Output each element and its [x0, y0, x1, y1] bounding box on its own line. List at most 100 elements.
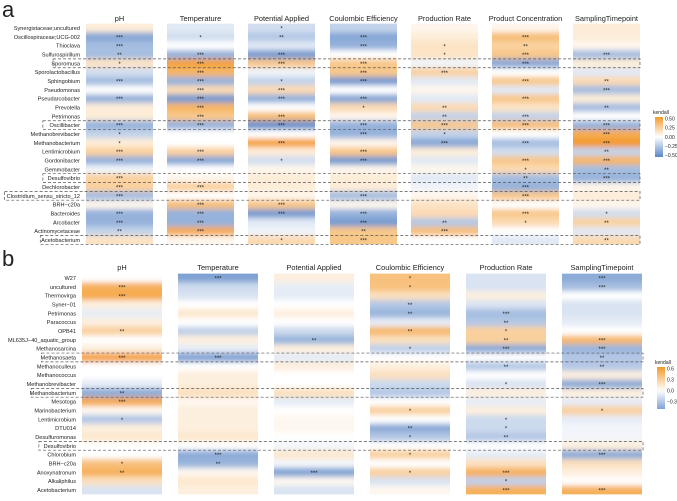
significance-label: *** [116, 221, 124, 227]
heatmap-cell [573, 32, 640, 42]
row-label: Acetobacterium [41, 238, 80, 244]
heatmap-cell [82, 335, 162, 345]
heatmap-cell [82, 344, 162, 354]
legend-tick: 0.25 [665, 126, 675, 132]
heatmap-cell [248, 164, 315, 174]
heatmap-cell [82, 423, 162, 433]
heatmap-cell [573, 85, 640, 95]
heatmap-column [274, 273, 354, 495]
heatmap-cell [562, 414, 642, 424]
heatmap-cell [466, 326, 546, 336]
significance-label: ** [312, 338, 317, 344]
heatmap-cell [466, 432, 546, 442]
heatmap-cell [562, 370, 642, 380]
heatmap-cell [573, 138, 640, 148]
heatmap-cell [573, 191, 640, 201]
heatmap-cell [562, 388, 642, 398]
significance-label: *** [522, 141, 530, 147]
heatmap-cell [274, 273, 354, 283]
heatmap-column [330, 23, 397, 245]
highlight-box [42, 173, 641, 183]
significance-label: * [199, 35, 202, 41]
heatmap-cell [492, 191, 559, 201]
row-label: Dechlorobacter [42, 185, 80, 191]
heatmap-cell [86, 138, 153, 148]
row-label: Chlorobium [47, 453, 76, 459]
significance-label: ** [120, 330, 125, 336]
panel-a: a pH*************************************… [2, 0, 677, 245]
heatmap-cell [562, 353, 642, 363]
heatmap-cell [562, 485, 642, 495]
heatmap-cell [573, 129, 640, 139]
heatmap-cell [573, 200, 640, 210]
heatmap-cell [562, 291, 642, 301]
heatmap-cell [466, 423, 546, 433]
heatmap-cell [248, 50, 315, 60]
significance-label: ** [604, 168, 609, 174]
heatmap-cell [562, 282, 642, 292]
row-label: Lentimicrobium [42, 150, 80, 156]
panel-label: a [2, 0, 15, 22]
significance-label: *** [118, 356, 126, 362]
heatmap-cell [86, 209, 153, 219]
heatmap-cell [492, 85, 559, 95]
heatmap-cell [573, 209, 640, 219]
heatmap-column [167, 23, 234, 245]
significance-label: *** [116, 194, 124, 200]
heatmap-cell [86, 32, 153, 42]
heatmap-cell [411, 111, 478, 122]
heatmap-cell [178, 335, 258, 345]
heatmap-cell [330, 103, 397, 113]
significance-label: *** [360, 80, 368, 86]
significance-label: * [524, 221, 527, 227]
heatmap-cell [248, 58, 315, 69]
significance-label: ** [408, 330, 413, 336]
heatmap-cell [274, 361, 354, 372]
heatmap-cell [86, 156, 153, 166]
heatmap-cell [248, 173, 315, 183]
panel-label: b [2, 246, 14, 271]
heatmap-cell [178, 432, 258, 442]
significance-label: *** [278, 141, 286, 147]
heatmap-cell [330, 58, 397, 69]
heatmap-cell [178, 459, 258, 469]
heatmap-cell [562, 450, 642, 460]
significance-label: *** [116, 177, 124, 183]
heatmap-cell [573, 156, 640, 166]
heatmap-cell [370, 370, 450, 380]
row-label: Petrimonas [52, 114, 80, 120]
legend-colorbar [655, 117, 663, 157]
significance-label: *** [197, 53, 205, 59]
significance-label: *** [278, 124, 286, 130]
significance-label: *** [360, 133, 368, 139]
heatmap-cell [167, 103, 234, 113]
row-label: Oscillibacter [50, 123, 81, 129]
heatmap-cell [178, 326, 258, 336]
row-label: W27 [64, 276, 76, 282]
highlight-box [42, 120, 641, 130]
heatmap-cell [370, 459, 450, 469]
heatmap-cell [562, 441, 642, 451]
row-label: Methanobacterium [34, 141, 81, 147]
heatmap-cell [82, 379, 162, 389]
row-label: Bacteroides [50, 211, 80, 217]
heatmap-cell [573, 226, 640, 236]
heatmap-cell [411, 209, 478, 219]
significance-label: *** [360, 97, 368, 103]
heatmap-cell [82, 459, 162, 469]
heatmap-cell [466, 388, 546, 398]
heatmap-cell [248, 94, 315, 104]
significance-label: *** [360, 194, 368, 200]
significance-label: *** [603, 133, 611, 139]
heatmap-cell [370, 361, 450, 372]
legend-tick: 0.6 [667, 367, 674, 373]
significance-label: *** [278, 115, 286, 121]
heatmap-cell [562, 300, 642, 310]
heatmap-cell [274, 467, 354, 477]
heatmap-cell [492, 182, 559, 192]
significance-label: *** [502, 347, 510, 353]
significance-label: *** [522, 194, 530, 200]
heatmap-cell [178, 379, 258, 389]
significance-label: * [505, 427, 508, 433]
significance-label: *** [310, 471, 318, 477]
